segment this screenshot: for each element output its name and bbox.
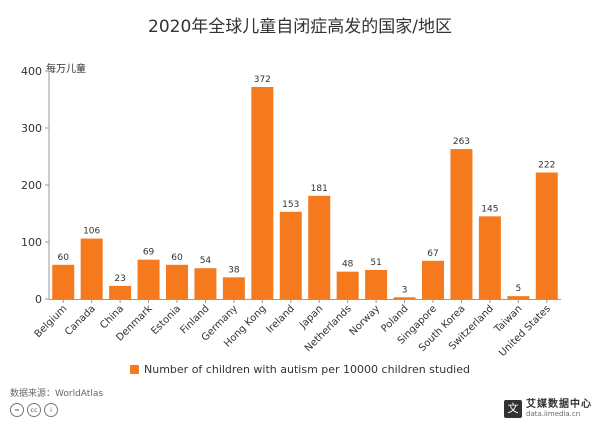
bar-value-label: 5 [515, 284, 521, 294]
bar-value-label: 181 [311, 184, 328, 194]
bar-value-label: 263 [453, 137, 470, 147]
bar-value-label: 153 [282, 200, 299, 210]
y-tick-label: 100 [21, 236, 42, 249]
equals-icon: = [10, 403, 24, 417]
bar-value-label: 372 [254, 75, 271, 85]
brand-url: data.iimedia.cn [526, 409, 581, 418]
x-tick-label: Ireland [265, 303, 297, 335]
bar [507, 296, 530, 299]
bar [393, 297, 416, 299]
bar-value-label: 60 [57, 253, 69, 263]
bar-value-label: 48 [342, 260, 354, 270]
brand-name: 艾媒数据中心 [526, 399, 592, 411]
bar-value-label: 145 [481, 204, 498, 214]
bar [279, 211, 302, 299]
bar [52, 264, 75, 299]
y-axis-label: 每万儿童 [46, 64, 86, 75]
bar [365, 269, 388, 299]
bar-value-label: 54 [200, 256, 212, 266]
legend: Number of children with autism per 10000… [0, 363, 600, 376]
y-tick-label: 300 [21, 122, 42, 135]
brand-logo-icon: 文 [504, 400, 522, 418]
bar-value-label: 23 [114, 274, 125, 284]
bar [450, 149, 473, 299]
bar-value-label: 67 [427, 249, 438, 259]
bar [308, 195, 331, 299]
bar [194, 268, 217, 299]
bar [422, 260, 444, 299]
x-tick-label: United States [497, 303, 553, 359]
bar [251, 86, 274, 300]
bar [80, 238, 103, 299]
bar [478, 216, 501, 299]
bar [336, 271, 359, 299]
bar [109, 285, 132, 299]
bar-value-label: 3 [402, 285, 408, 295]
bar-value-label: 51 [370, 258, 381, 268]
x-tick-label: Estonia [149, 303, 183, 337]
x-tick-label: Norway [348, 303, 383, 338]
y-tick-label: 0 [35, 293, 42, 306]
cc-icon: cc [27, 403, 41, 417]
bar-value-label: 106 [83, 227, 100, 237]
info-icon: i [44, 403, 58, 417]
bar-value-label: 69 [143, 248, 155, 258]
license-icons: = cc i [10, 403, 58, 417]
y-tick-label: 400 [21, 65, 42, 78]
bar [137, 259, 160, 299]
source-note: 数据来源：WorldAtlas [10, 389, 104, 399]
legend-label: Number of children with autism per 10000… [144, 363, 470, 376]
chart-title: 2020年全球儿童自闭症高发的国家/地区 [148, 17, 452, 37]
bar-value-label: 222 [538, 160, 555, 170]
x-tick-label: Canada [63, 303, 98, 338]
brand: 文 艾媒数据中心 data.iimedia.cn [504, 400, 592, 418]
y-tick-label: 200 [21, 179, 42, 192]
bar-value-label: 38 [228, 265, 240, 275]
bar [222, 277, 245, 299]
legend-swatch [130, 365, 140, 374]
bar-value-label: 60 [171, 253, 183, 263]
x-tick-label: Belgium [33, 303, 70, 340]
bar [535, 172, 558, 299]
bar [166, 264, 188, 299]
